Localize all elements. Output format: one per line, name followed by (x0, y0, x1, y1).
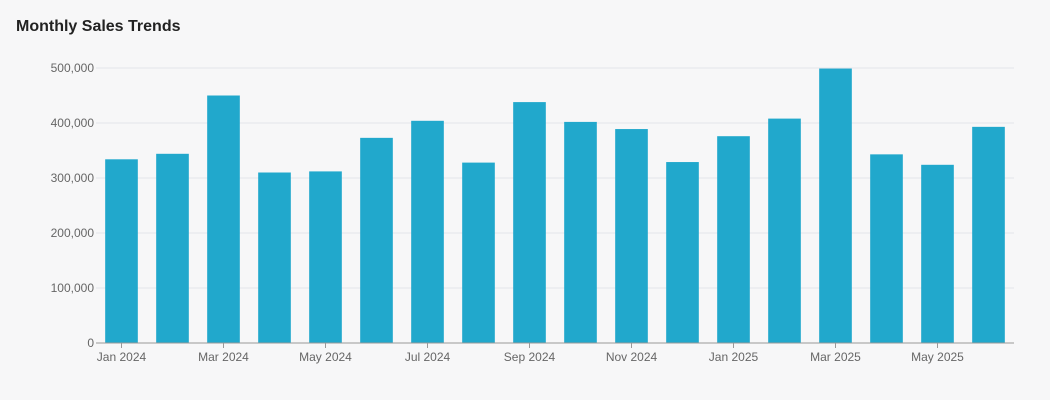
y-tick-label: 200,000 (51, 226, 95, 240)
y-axis: 0 100,000 200,000 300,000 400,000 500,000 (51, 61, 95, 350)
bar (513, 102, 546, 343)
x-axis: Jan 2024 Mar 2024 May 2024 Jul 2024 Sep 2024… (96, 342, 1014, 364)
bar (717, 136, 750, 343)
bar (462, 162, 495, 343)
bar (564, 121, 597, 344)
bar (156, 153, 189, 343)
bar (819, 68, 852, 344)
x-tick-label: Nov 2024 (606, 350, 658, 364)
bar (207, 95, 240, 343)
bar (921, 164, 954, 343)
bar (411, 120, 444, 343)
y-tick-label: 100,000 (51, 281, 95, 295)
y-tick-label: 0 (87, 336, 94, 350)
chart-title: Monthly Sales Trends (16, 18, 181, 35)
bar (666, 162, 699, 343)
x-tick-label: Jan 2025 (709, 350, 759, 364)
y-tick-label: 300,000 (51, 171, 95, 185)
bar (360, 137, 393, 343)
x-tick-label: May 2024 (299, 350, 352, 364)
x-tick-label: Mar 2024 (198, 350, 249, 364)
bar (870, 154, 903, 343)
bar (105, 159, 138, 343)
x-tick-label: Jan 2024 (97, 350, 147, 364)
grid-lines (96, 67, 1014, 289)
x-tick-label: Jul 2024 (405, 350, 451, 364)
bar (615, 129, 648, 343)
bars (105, 68, 1005, 344)
x-tick-label: May 2025 (911, 350, 964, 364)
bar (258, 172, 291, 343)
bar (768, 118, 801, 343)
bar (972, 126, 1005, 343)
y-tick-label: 400,000 (51, 116, 95, 130)
bar (309, 171, 342, 343)
y-tick-label: 500,000 (51, 61, 95, 75)
x-tick-label: Sep 2024 (504, 350, 556, 364)
x-tick-label: Mar 2025 (810, 350, 861, 364)
